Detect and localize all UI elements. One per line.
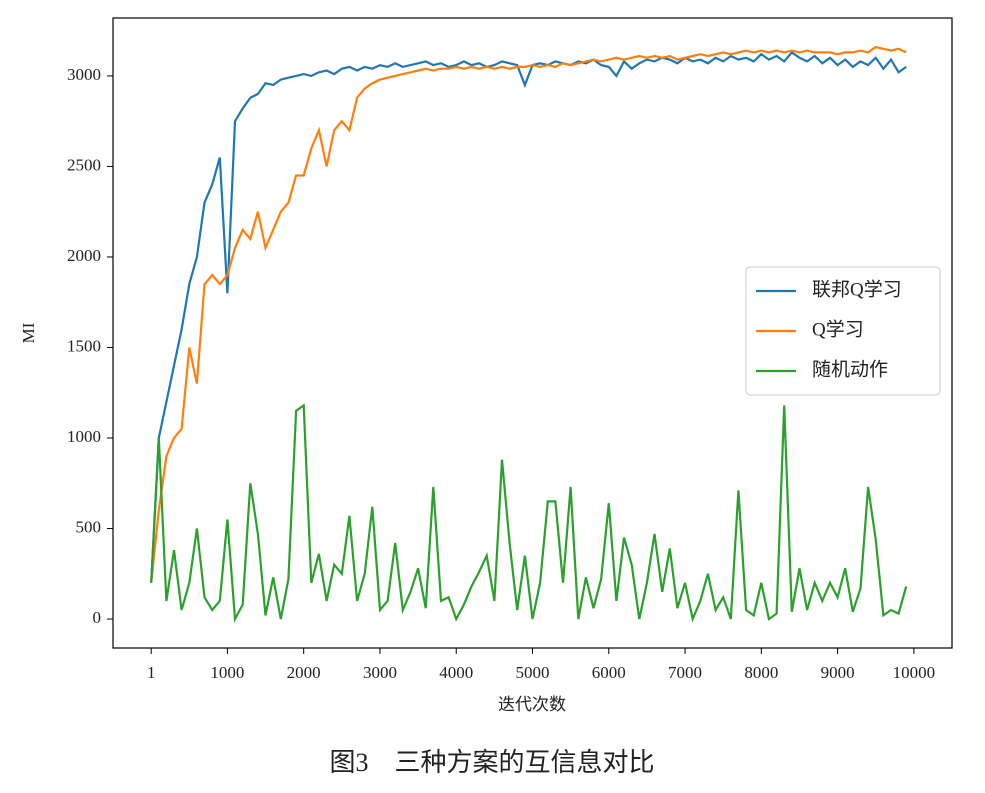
- x-tick-label: 10000: [893, 663, 936, 682]
- caption: 图3 三种方案的互信息对比: [329, 748, 654, 777]
- x-tick-label: 5000: [516, 663, 550, 682]
- series-line: [150, 50, 907, 583]
- legend-box: [745, 266, 941, 396]
- x-tick-label: 9000: [821, 663, 855, 682]
- legend-label: 随机动作: [812, 358, 888, 380]
- x-axis-label: 迭代次数: [498, 695, 566, 714]
- x-tick-label: 8000: [744, 663, 778, 682]
- y-tick-label: 1500: [67, 336, 101, 355]
- x-tick-label: 7000: [668, 663, 702, 682]
- x-tick-label: 1: [147, 663, 156, 682]
- y-tick-label: 3000: [67, 65, 101, 84]
- series-line: [150, 403, 908, 623]
- legend-label: Q学习: [812, 318, 864, 340]
- series-line: [150, 45, 907, 583]
- legend-label: 联邦Q学习: [812, 278, 902, 300]
- y-tick-label: 2000: [67, 246, 101, 265]
- y-tick-label: 2500: [67, 155, 101, 174]
- x-tick-label: 4000: [439, 663, 473, 682]
- y-axis-label: MI: [19, 322, 38, 343]
- y-tick-label: 0: [93, 608, 102, 627]
- x-tick-label: 1000: [210, 663, 244, 682]
- x-tick-label: 3000: [363, 663, 397, 682]
- x-tick-label: 2000: [287, 663, 321, 682]
- x-tick-label: 6000: [592, 663, 626, 682]
- y-tick-label: 500: [76, 517, 102, 536]
- y-tick-label: 1000: [67, 427, 101, 446]
